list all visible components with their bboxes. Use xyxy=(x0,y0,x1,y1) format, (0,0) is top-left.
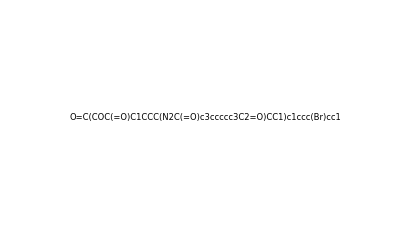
Text: O=C(COC(=O)C1CCC(N2C(=O)c3ccccc3C2=O)CC1)c1ccc(Br)cc1: O=C(COC(=O)C1CCC(N2C(=O)c3ccccc3C2=O)CC1… xyxy=(69,114,342,122)
